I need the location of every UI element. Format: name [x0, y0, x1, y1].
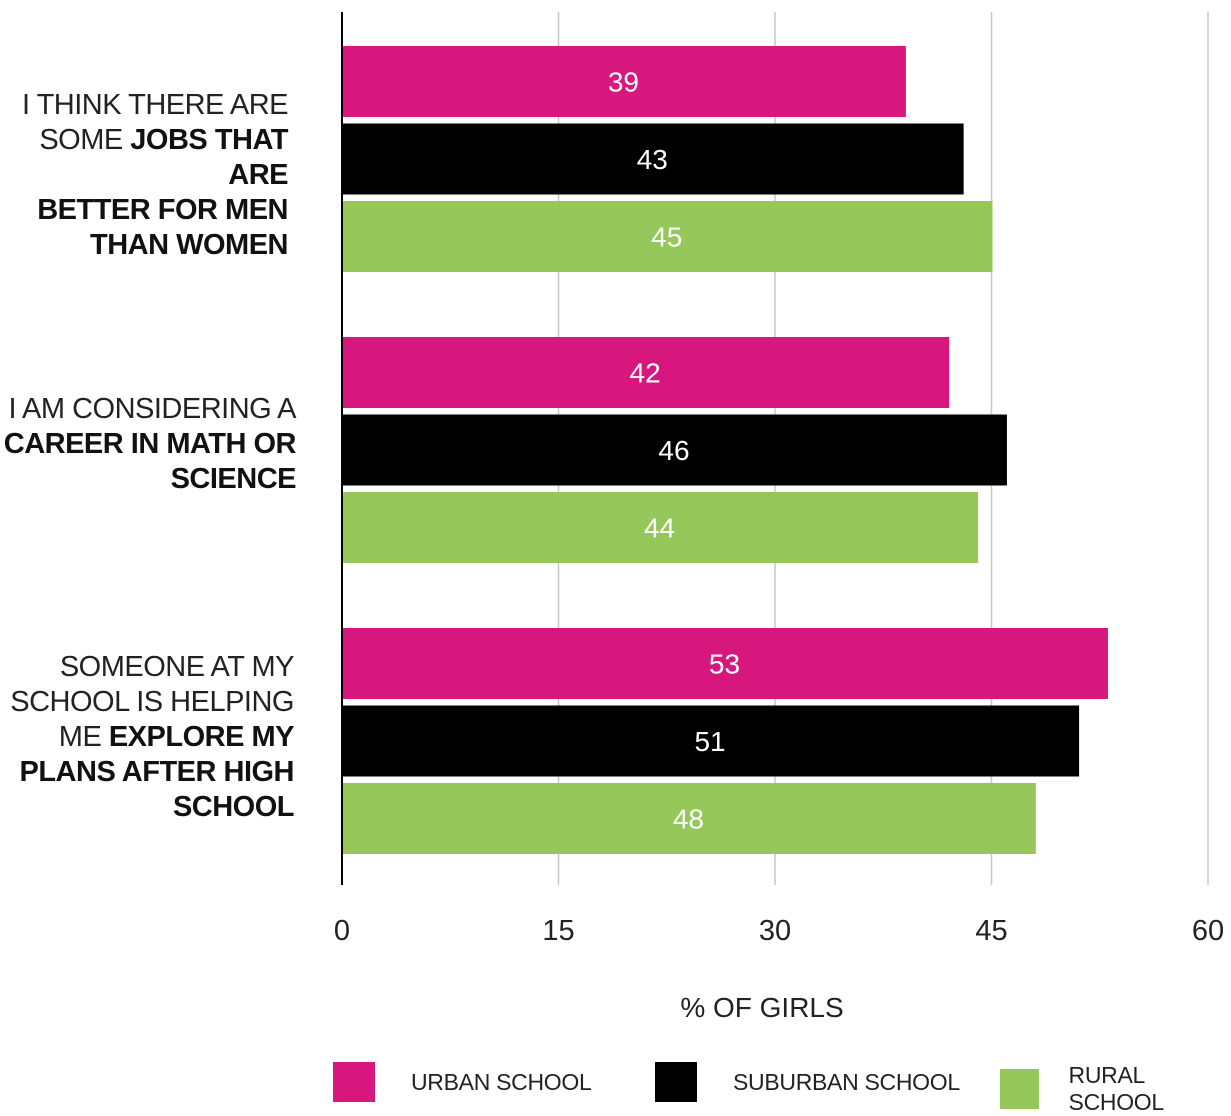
category-label-3: SOMEONE AT MY SCHOOL IS HELPING ME EXPLORE… — [10, 651, 294, 823]
x-tick-labels: 0 15 30 45 60 — [334, 915, 1224, 947]
bar-suburban-school-3 — [343, 705, 1080, 777]
x-tick-label-45: 45 — [975, 915, 1007, 947]
bar-suburban-school-2 — [343, 414, 1007, 486]
x-tick-label-60: 60 — [1192, 915, 1224, 947]
legend-item-rural-school: RURAL SCHOOL — [1000, 1062, 1231, 1116]
x-tick-label-15: 15 — [542, 915, 574, 947]
data-label-rural-school-3: 48 — [673, 804, 704, 835]
bar-rural-school-1 — [343, 201, 993, 272]
data-label-rural-school-1: 45 — [651, 222, 682, 253]
bars — [343, 46, 1108, 854]
bar-suburban-school-1 — [343, 123, 964, 195]
category-label-1: I THINK THERE ARE SOME JOBS THAT ARE BETTE… — [21, 89, 289, 261]
x-axis-label: % OF GIRLS — [680, 992, 843, 1023]
data-label-rural-school-2: 44 — [644, 513, 675, 544]
legend-item-suburban-school: SUBURBAN SCHOOL — [655, 1062, 960, 1102]
legend-item-urban-school: URBAN SCHOOL — [333, 1062, 592, 1102]
legend-swatch — [1000, 1069, 1039, 1109]
data-label-suburban-school-1: 43 — [637, 144, 668, 175]
bar-urban-school-1 — [343, 46, 906, 117]
legend-swatch — [655, 1062, 697, 1102]
category-label-2: I AM CONSIDERING A CAREER IN MATH OR SCIEN… — [3, 393, 297, 495]
legend-label: RURAL SCHOOL — [1068, 1062, 1165, 1115]
bar-urban-school-3 — [343, 628, 1108, 699]
data-label-urban-school-2: 42 — [630, 358, 661, 389]
data-label-urban-school-1: 39 — [608, 67, 639, 98]
bar-rural-school-2 — [343, 492, 979, 563]
bar-rural-school-3 — [343, 783, 1036, 854]
data-label-suburban-school-2: 46 — [658, 435, 689, 466]
data-label-urban-school-3: 53 — [709, 649, 740, 680]
x-tick-label-30: 30 — [759, 915, 791, 947]
legend-label: SUBURBAN SCHOOL — [733, 1068, 960, 1095]
bar-urban-school-2 — [343, 337, 950, 408]
data-labels: 39 43 45 42 46 44 53 51 48 — [608, 67, 740, 835]
x-tick-label-0: 0 — [334, 915, 350, 947]
data-label-suburban-school-3: 51 — [694, 726, 725, 757]
legend-swatch — [333, 1062, 375, 1102]
legend-label: URBAN SCHOOL — [411, 1068, 592, 1095]
